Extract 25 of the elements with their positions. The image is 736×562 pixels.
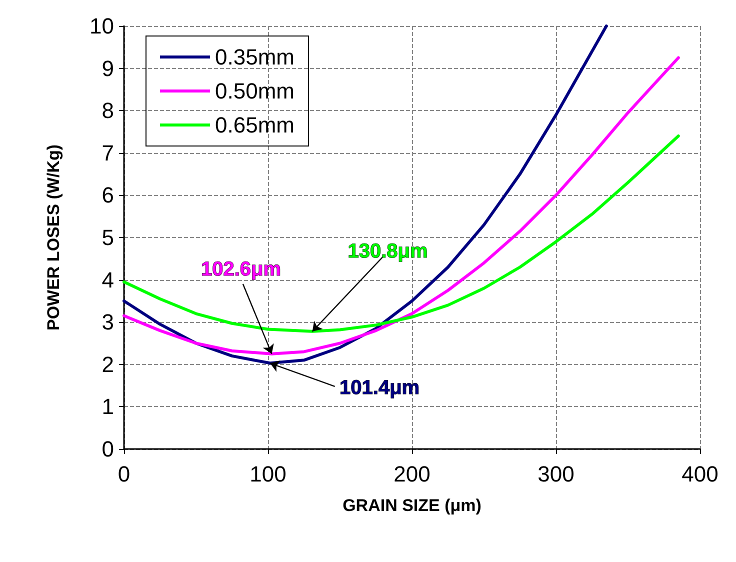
- x-tick-label: 300: [538, 462, 574, 486]
- y-tick-label: 1: [102, 394, 114, 420]
- y-tick-label: 8: [102, 98, 114, 124]
- x-axis-title: GRAIN SIZE (μm): [342, 496, 482, 515]
- y-tick-label: 5: [102, 225, 114, 250]
- x-tick-label: 100: [250, 462, 286, 486]
- annotation: 130.8μm: [348, 240, 428, 263]
- annotation: 102.6μm: [201, 258, 282, 280]
- y-tick-label: 0: [102, 436, 114, 462]
- x-tick-label: 400: [682, 462, 718, 486]
- legend-label: 0.65mm: [215, 112, 294, 138]
- y-axis-title: POWER LOSES (W/Kg): [44, 144, 63, 331]
- line-series: [122, 134, 680, 333]
- y-tick-label: 4: [102, 267, 114, 292]
- x-tick-label: 0: [118, 462, 130, 486]
- y-tick-label: 9: [102, 56, 114, 81]
- y-tick-label: 10: [90, 14, 114, 38]
- annotation: 101.4μm: [340, 377, 420, 400]
- y-tick-label: 3: [102, 310, 114, 335]
- y-tick-label: 6: [102, 182, 114, 208]
- y-tick-label: 2: [102, 352, 114, 377]
- legend-label: 0.35mm: [215, 44, 294, 70]
- legend-label: 0.50mm: [215, 78, 294, 104]
- x-tick-label: 200: [394, 462, 430, 486]
- y-tick-label: 7: [102, 140, 114, 166]
